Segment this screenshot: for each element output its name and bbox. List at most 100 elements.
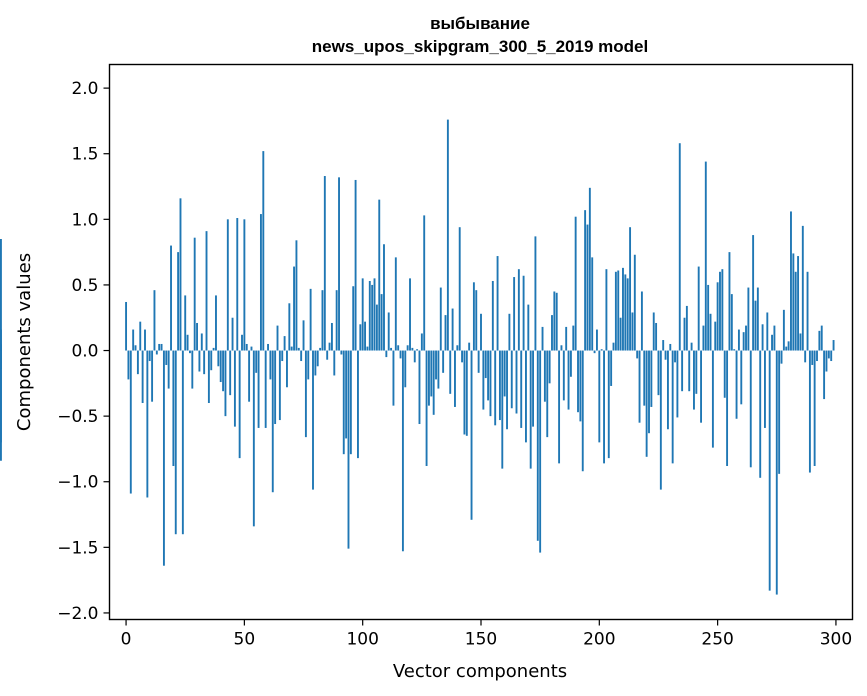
bar: [269, 350, 272, 380]
bar: [678, 143, 681, 351]
bar: [347, 350, 350, 549]
bar: [418, 350, 421, 425]
bar: [775, 350, 778, 595]
bar: [508, 313, 511, 351]
bar: [129, 350, 132, 494]
bar: [501, 350, 504, 469]
bar: [167, 350, 170, 389]
bar: [685, 305, 688, 351]
bar: [373, 278, 376, 351]
bar: [328, 342, 331, 351]
bar: [342, 350, 345, 455]
bar: [250, 346, 253, 351]
bar: [638, 350, 641, 423]
bar: [816, 350, 818, 362]
bar: [768, 350, 771, 591]
bar: [359, 324, 362, 351]
bar: [0, 343, 2, 351]
bar: [316, 350, 319, 367]
bar: [233, 350, 236, 427]
bar: [515, 350, 518, 414]
bar: [442, 350, 445, 373]
bar: [598, 350, 601, 443]
bar: [413, 350, 416, 363]
bar: [780, 350, 783, 364]
bar: [719, 271, 721, 351]
bar: [522, 275, 525, 351]
bar: [506, 350, 508, 430]
bar: [676, 350, 679, 418]
bar: [726, 350, 729, 466]
bar: [688, 350, 691, 392]
bar: [248, 350, 251, 402]
bar: [823, 350, 826, 400]
bar: [588, 187, 591, 351]
bar: [605, 269, 608, 351]
bar: [186, 334, 189, 351]
bar: [181, 350, 184, 535]
bar: [456, 345, 459, 351]
bar: [375, 304, 378, 351]
bar: [714, 321, 717, 351]
bar: [366, 346, 369, 351]
bar: [399, 350, 402, 359]
bar: [364, 321, 366, 351]
bar: [543, 350, 546, 402]
bar: [314, 350, 317, 376]
bar: [357, 350, 359, 459]
bar: [411, 347, 414, 351]
bar: [489, 350, 492, 417]
bar: [257, 350, 260, 428]
bar: [778, 350, 781, 474]
bar: [224, 350, 227, 417]
bar: [671, 350, 674, 464]
bar: [534, 236, 537, 351]
bar: [217, 350, 220, 367]
bar: [255, 350, 258, 373]
bar: [238, 350, 241, 459]
bar: [361, 278, 364, 351]
bar: [148, 350, 151, 362]
bar: [309, 288, 312, 351]
x-tick-label: 300: [820, 630, 852, 650]
x-tick-label: 50: [234, 630, 256, 650]
bar: [640, 291, 643, 351]
bar: [368, 280, 371, 351]
bar: [205, 231, 208, 351]
bar: [820, 325, 823, 351]
bar: [307, 350, 310, 380]
bar: [226, 219, 229, 351]
bar: [648, 350, 650, 434]
bar: [300, 350, 303, 362]
bar: [813, 350, 816, 466]
bar: [390, 347, 393, 351]
bar: [252, 350, 255, 527]
bar: [349, 350, 352, 455]
bar: [380, 294, 383, 351]
bar: [574, 216, 577, 351]
bar: [579, 350, 582, 422]
bar: [423, 215, 426, 351]
bar: [827, 350, 830, 359]
bar: [451, 308, 454, 351]
bar: [409, 278, 411, 351]
chart-title-block: выбывание news_upos_skipgram_300_5_2019 …: [312, 14, 648, 56]
bar: [657, 350, 660, 396]
bar: [808, 350, 811, 473]
bar: [437, 350, 440, 389]
bar: [222, 350, 225, 392]
bar: [659, 350, 662, 490]
bar: [532, 350, 534, 427]
bar: [141, 350, 144, 404]
bar: [693, 350, 695, 410]
chart-title: выбывание: [430, 14, 530, 33]
bar: [304, 350, 307, 438]
bar: [385, 350, 388, 358]
bar: [480, 313, 482, 351]
x-tick-label: 0: [121, 630, 132, 650]
y-tick-label: 0.0: [71, 342, 98, 362]
bar: [787, 341, 790, 351]
bar: [0, 329, 2, 351]
bar: [754, 300, 757, 351]
bar: [804, 350, 807, 363]
